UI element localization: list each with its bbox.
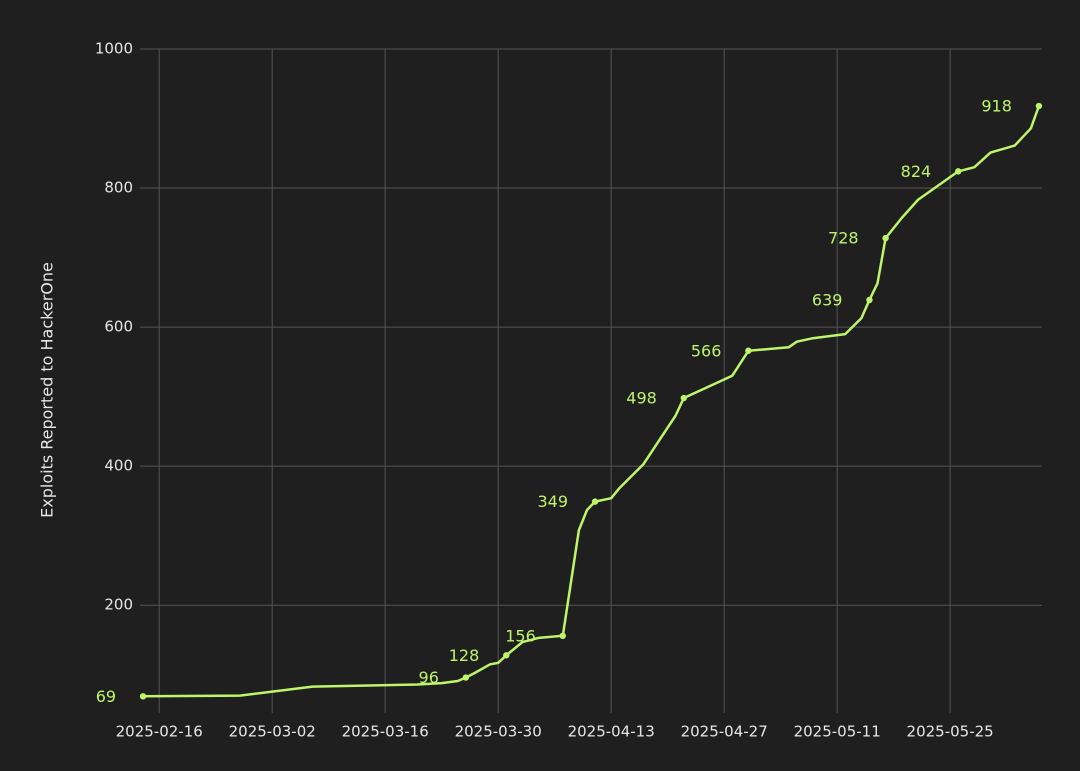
x-tick-label: 2025-04-13 — [568, 723, 655, 741]
y-tick-label: 800 — [104, 179, 133, 197]
y-axis-label: Exploits Reported to HackerOne — [38, 262, 57, 518]
y-tick-label: 400 — [104, 457, 133, 475]
data-label: 69 — [96, 687, 116, 706]
data-point — [139, 693, 147, 700]
data-point — [462, 674, 470, 681]
data-label: 156 — [505, 626, 536, 645]
data-label: 728 — [828, 229, 859, 248]
data-label: 566 — [691, 341, 722, 360]
data-label: 498 — [626, 389, 657, 408]
y-tick-label: 1000 — [95, 40, 133, 58]
data-point — [591, 498, 599, 505]
x-tick-label: 2025-02-16 — [116, 723, 203, 741]
data-point — [882, 234, 889, 242]
x-tick-label: 2025-03-30 — [455, 723, 542, 741]
data-label: 349 — [537, 492, 568, 511]
data-label: 639 — [812, 290, 843, 309]
y-tick-label: 600 — [104, 318, 133, 336]
data-point — [503, 652, 510, 659]
data-point — [745, 347, 752, 354]
data-point — [1035, 102, 1043, 110]
data-label: 824 — [901, 162, 932, 181]
x-tick-label: 2025-03-02 — [229, 723, 316, 741]
data-label: 96 — [419, 668, 439, 687]
data-label: 128 — [449, 646, 480, 665]
data-point — [559, 632, 566, 640]
x-tick-label: 2025-03-16 — [342, 723, 429, 741]
data-line — [143, 105, 1041, 698]
data-point — [866, 296, 873, 304]
x-tick-label: 2025-05-25 — [907, 723, 994, 741]
x-tick-label: 2025-05-11 — [794, 723, 881, 741]
data-point — [680, 394, 688, 402]
y-tick-label: 200 — [104, 596, 133, 614]
x-tick-label: 2025-04-27 — [681, 723, 768, 741]
data-point — [955, 168, 962, 175]
data-label: 918 — [981, 97, 1012, 116]
